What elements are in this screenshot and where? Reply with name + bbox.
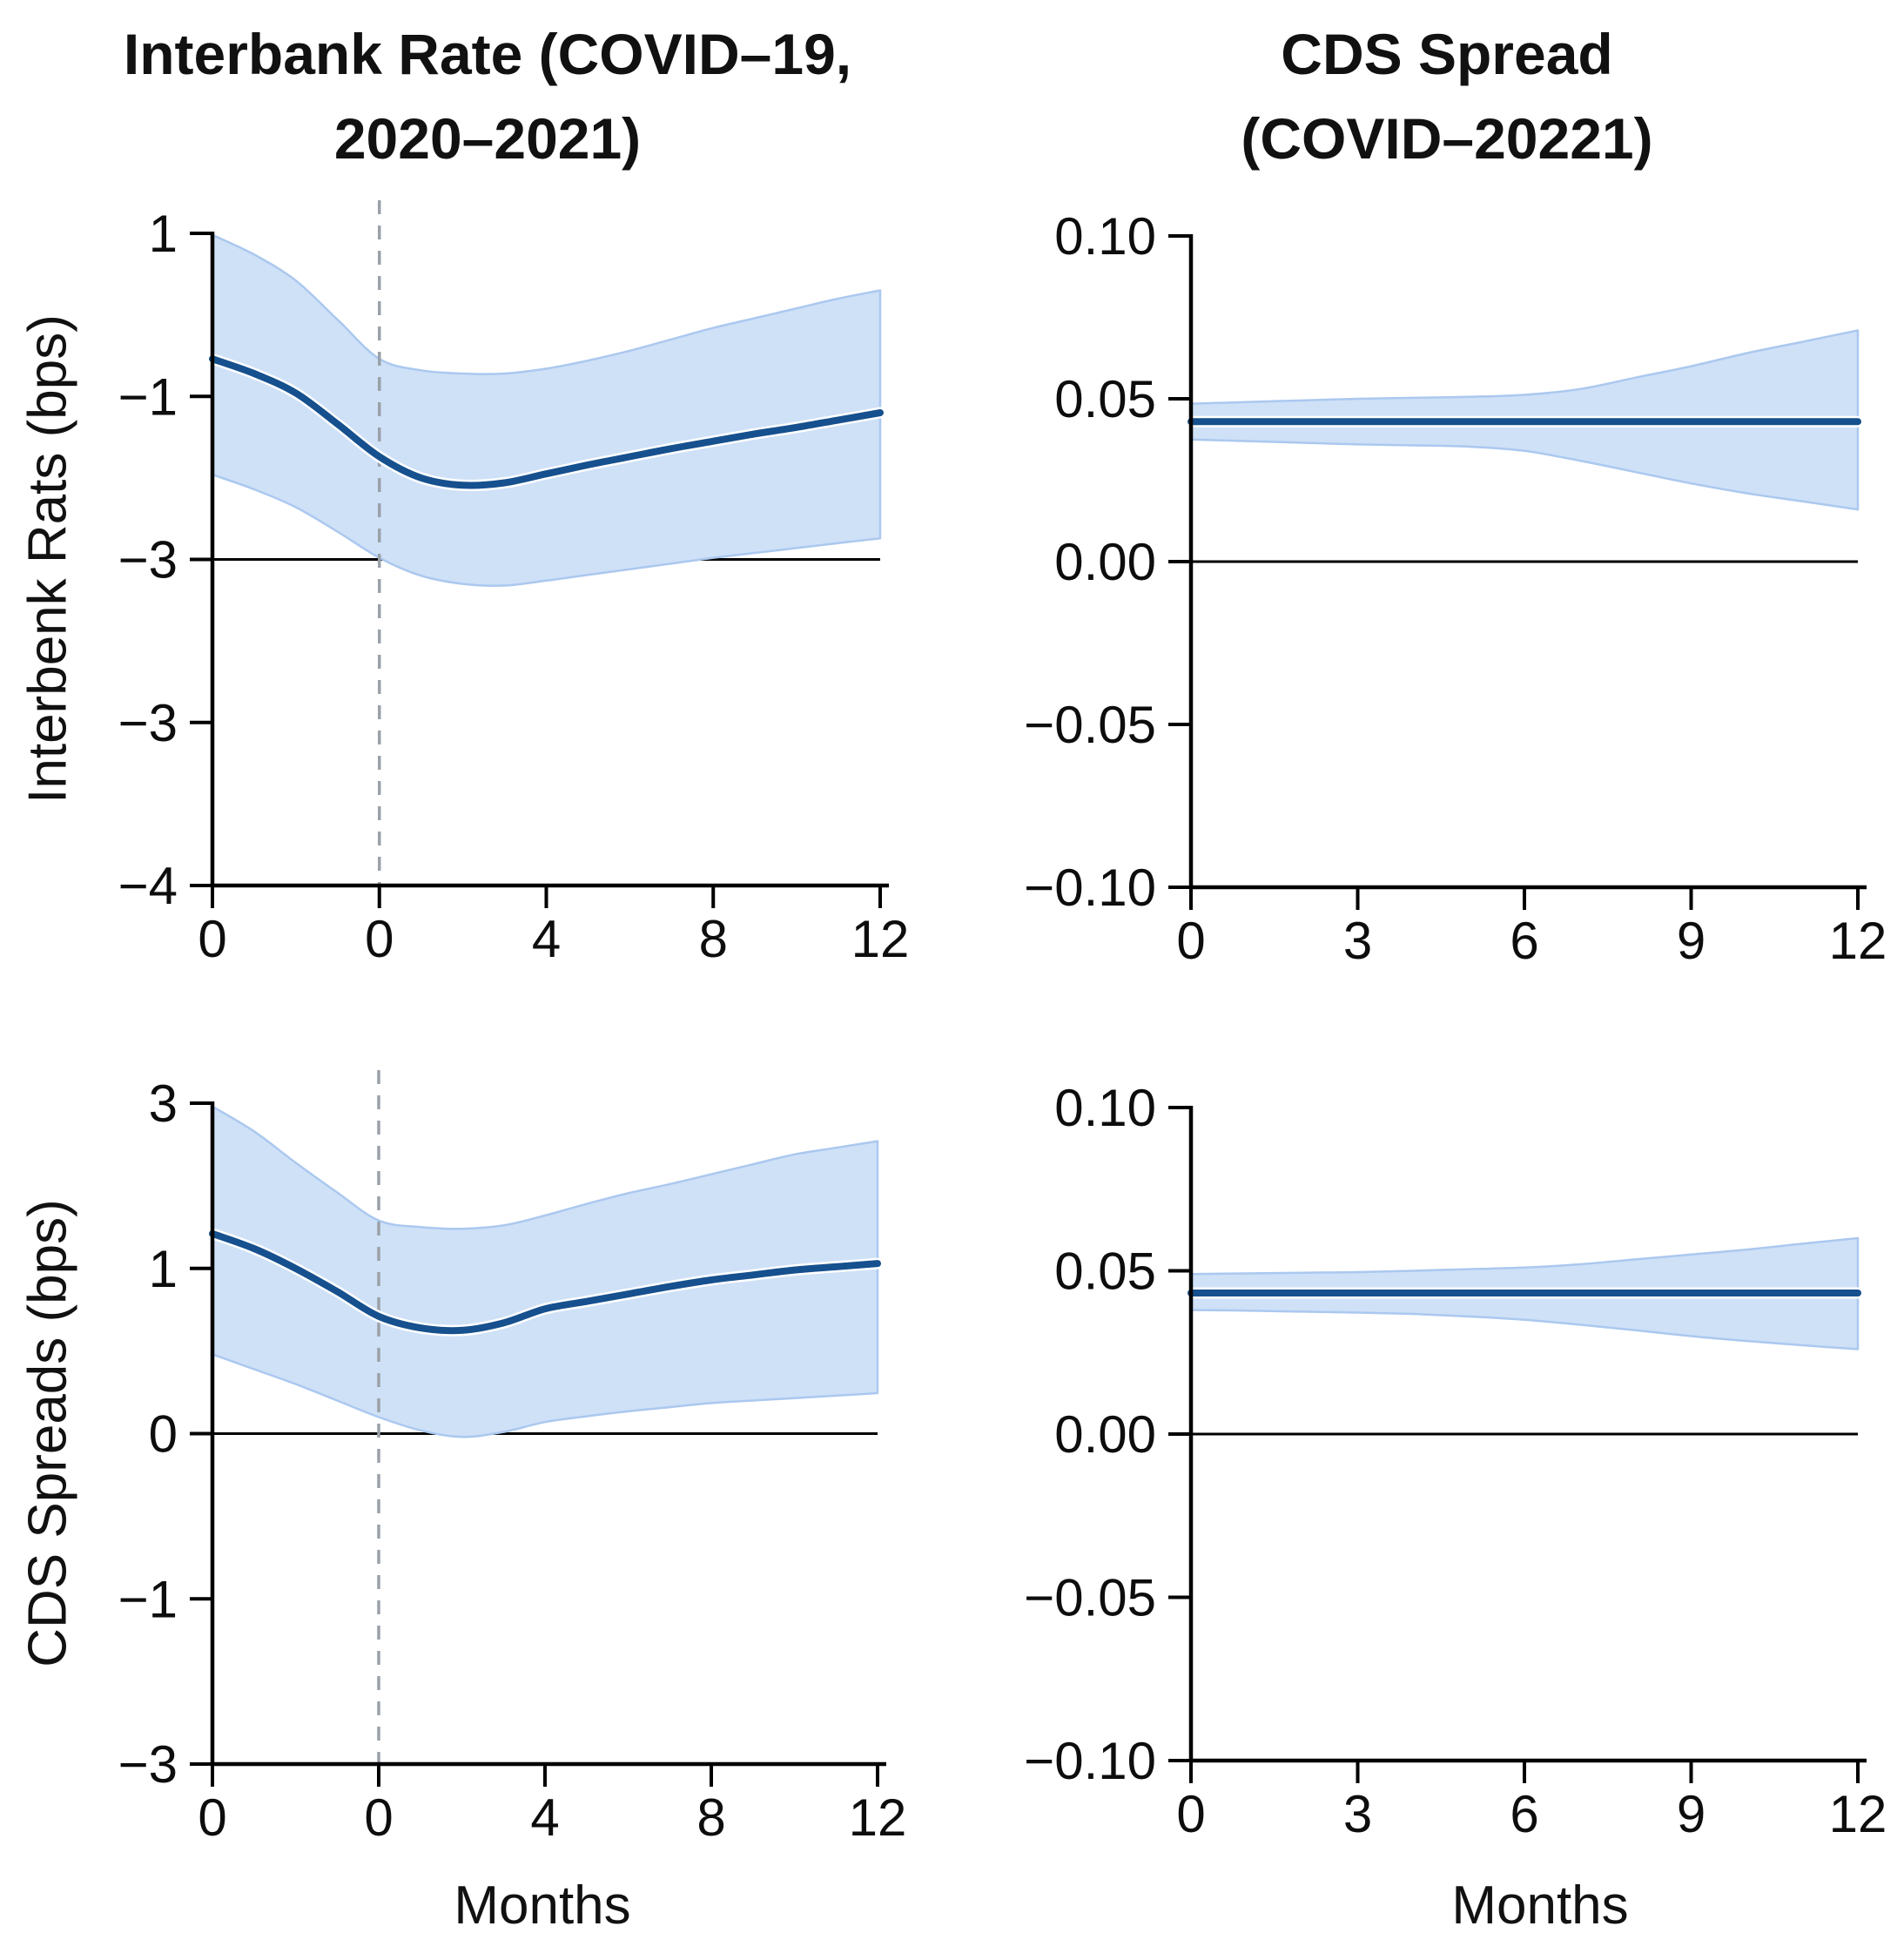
cds-spread-irf-y-tick-label: −0.10 — [1024, 859, 1156, 917]
cds-spread-irf-x-tick-label: 12 — [1829, 912, 1887, 970]
panel-title-top-right-line1: CDS Spread — [1281, 22, 1613, 86]
cds-spreads-lower-left-y-tick-label: −3 — [118, 1735, 178, 1794]
cds-spread-irf-y-tick-label: 0.00 — [1054, 533, 1156, 591]
cds-spreads-lower-left-center-line — [209, 1229, 881, 1335]
cds-spread-lower-right-y-tick-label: −0.10 — [1024, 1732, 1156, 1790]
cds-spread-lower-right-y-tick-label: 0.10 — [1054, 1079, 1156, 1137]
panel-title-top-right-line2: (COVID–20221) — [1241, 106, 1653, 171]
interbank-rate-irf-y-tick-label: −3 — [118, 531, 178, 589]
panel-title-top-left: Interbank Rate (COVID–19, 2020–2021) — [124, 12, 851, 181]
cds-spread-irf-y-tick-label: 0.05 — [1054, 370, 1156, 428]
interbank-rate-irf-x-tick-label: 0 — [365, 910, 394, 968]
interbank-rate-irf-center-line — [209, 355, 884, 489]
cds-spread-irf-x-tick-label: 9 — [1677, 912, 1706, 970]
interbank-rate-irf-x-tick-label: 4 — [532, 910, 561, 968]
cds-spread-lower-right-y-tick-label: −0.05 — [1024, 1569, 1156, 1627]
panel-title-top-left-line1: Interbank Rate (COVID–19, — [123, 22, 852, 86]
cds-spread-lower-right-x-tick-label: 9 — [1677, 1785, 1706, 1843]
interbank-rate-irf-x-tick-label: 12 — [851, 910, 910, 968]
cds-spreads-lower-left-x-tick-label: 0 — [198, 1788, 226, 1847]
interbank-rate-irf-y-tick-label: −1 — [118, 367, 178, 426]
cds-spreads-lower-left-y-tick-label: −1 — [118, 1570, 178, 1628]
interbank-rate-irf-confidence-band — [211, 233, 882, 587]
cds-spread-irf-x-tick-label: 3 — [1343, 912, 1372, 970]
cds-spreads-lower-left-x-tick-label: 4 — [530, 1788, 559, 1847]
cds-spread-irf-x-tick-label: 0 — [1176, 912, 1205, 970]
cds-spread-irf-x-tick-label: 6 — [1510, 912, 1538, 970]
x-axis-label-months-right: Months — [1451, 1876, 1629, 1936]
cds-spread-irf-y-tick-label: 0.10 — [1054, 207, 1156, 266]
interbank-rate-irf-y-tick-label: 1 — [149, 205, 178, 263]
cds-spread-lower-right-x-tick-label: 12 — [1829, 1785, 1887, 1843]
cds-spreads-lower-left-x-tick-label: 8 — [696, 1788, 725, 1847]
cds-spreads-lower-left-x-tick-label: 0 — [364, 1788, 393, 1847]
panel-title-top-left-line2: 2020–2021) — [333, 106, 642, 171]
cds-spread-lower-right-y-tick-label: 0.05 — [1054, 1243, 1156, 1301]
cds-spread-irf-y-tick-label: −0.05 — [1024, 696, 1156, 754]
interbank-rate-irf-x-tick-label: 0 — [198, 910, 226, 968]
cds-spreads-lower-left-y-tick-label: 0 — [149, 1405, 178, 1464]
interbank-rate-irf-x-tick-label: 8 — [699, 910, 728, 968]
interbank-rate-irf-y-tick-label: −4 — [118, 857, 178, 915]
interbank-rate-irf-y-tick-label: −3 — [118, 694, 178, 752]
cds-spread-lower-right-x-tick-label: 3 — [1343, 1785, 1372, 1843]
x-axis-label-months-left: Months — [454, 1876, 631, 1936]
cds-spreads-lower-left-y-tick-label: 3 — [149, 1074, 178, 1133]
cds-spread-lower-right-x-tick-label: 6 — [1510, 1785, 1538, 1843]
panel-title-top-right: CDS Spread (COVID–20221) — [1241, 12, 1652, 181]
cds-spreads-lower-left-x-tick-label: 12 — [849, 1788, 907, 1847]
cds-spread-lower-right-x-tick-label: 0 — [1176, 1785, 1205, 1843]
cds-spread-lower-right-y-tick-label: 0.00 — [1054, 1405, 1156, 1464]
cds-spreads-lower-left-y-tick-label: 1 — [149, 1240, 178, 1298]
